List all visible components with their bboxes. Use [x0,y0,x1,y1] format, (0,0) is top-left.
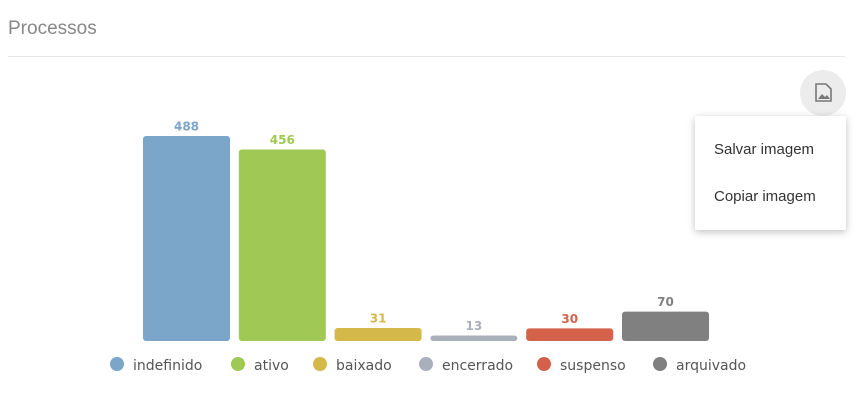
legend-marker [313,357,327,371]
legend-label: encerrado [442,358,513,374]
menu-item[interactable]: Copiar imagem [714,188,816,205]
legend-marker [653,357,667,371]
data-label: 31 [370,311,387,325]
export-icon-image [818,94,830,99]
export-menu: Salvar imagem Copiar imagem [695,116,846,230]
bar [143,136,230,341]
bar [334,327,422,341]
legend-label: suspenso [560,358,626,374]
legend-marker [231,357,245,371]
legend-marker [110,357,124,371]
data-label: 70 [657,295,674,309]
bar [622,311,709,341]
legend-label: indefinido [133,358,202,374]
legend-label: ativo [254,358,289,374]
export-button-bg[interactable] [800,70,846,116]
bar [430,335,518,341]
data-label: 456 [270,133,295,147]
data-label: 30 [561,312,578,326]
legend-marker [419,357,433,371]
export-button[interactable] [800,70,846,116]
export-icon [815,83,832,102]
legend-marker [537,357,551,371]
legend-label: arquivado [676,358,746,374]
chart-title: Processos [8,18,97,39]
bar [526,328,614,341]
bar [238,149,326,341]
menu-item[interactable]: Salvar imagem [714,141,815,158]
data-label: 13 [466,319,483,333]
data-label: 488 [174,120,199,134]
legend-label: baixado [336,358,392,374]
